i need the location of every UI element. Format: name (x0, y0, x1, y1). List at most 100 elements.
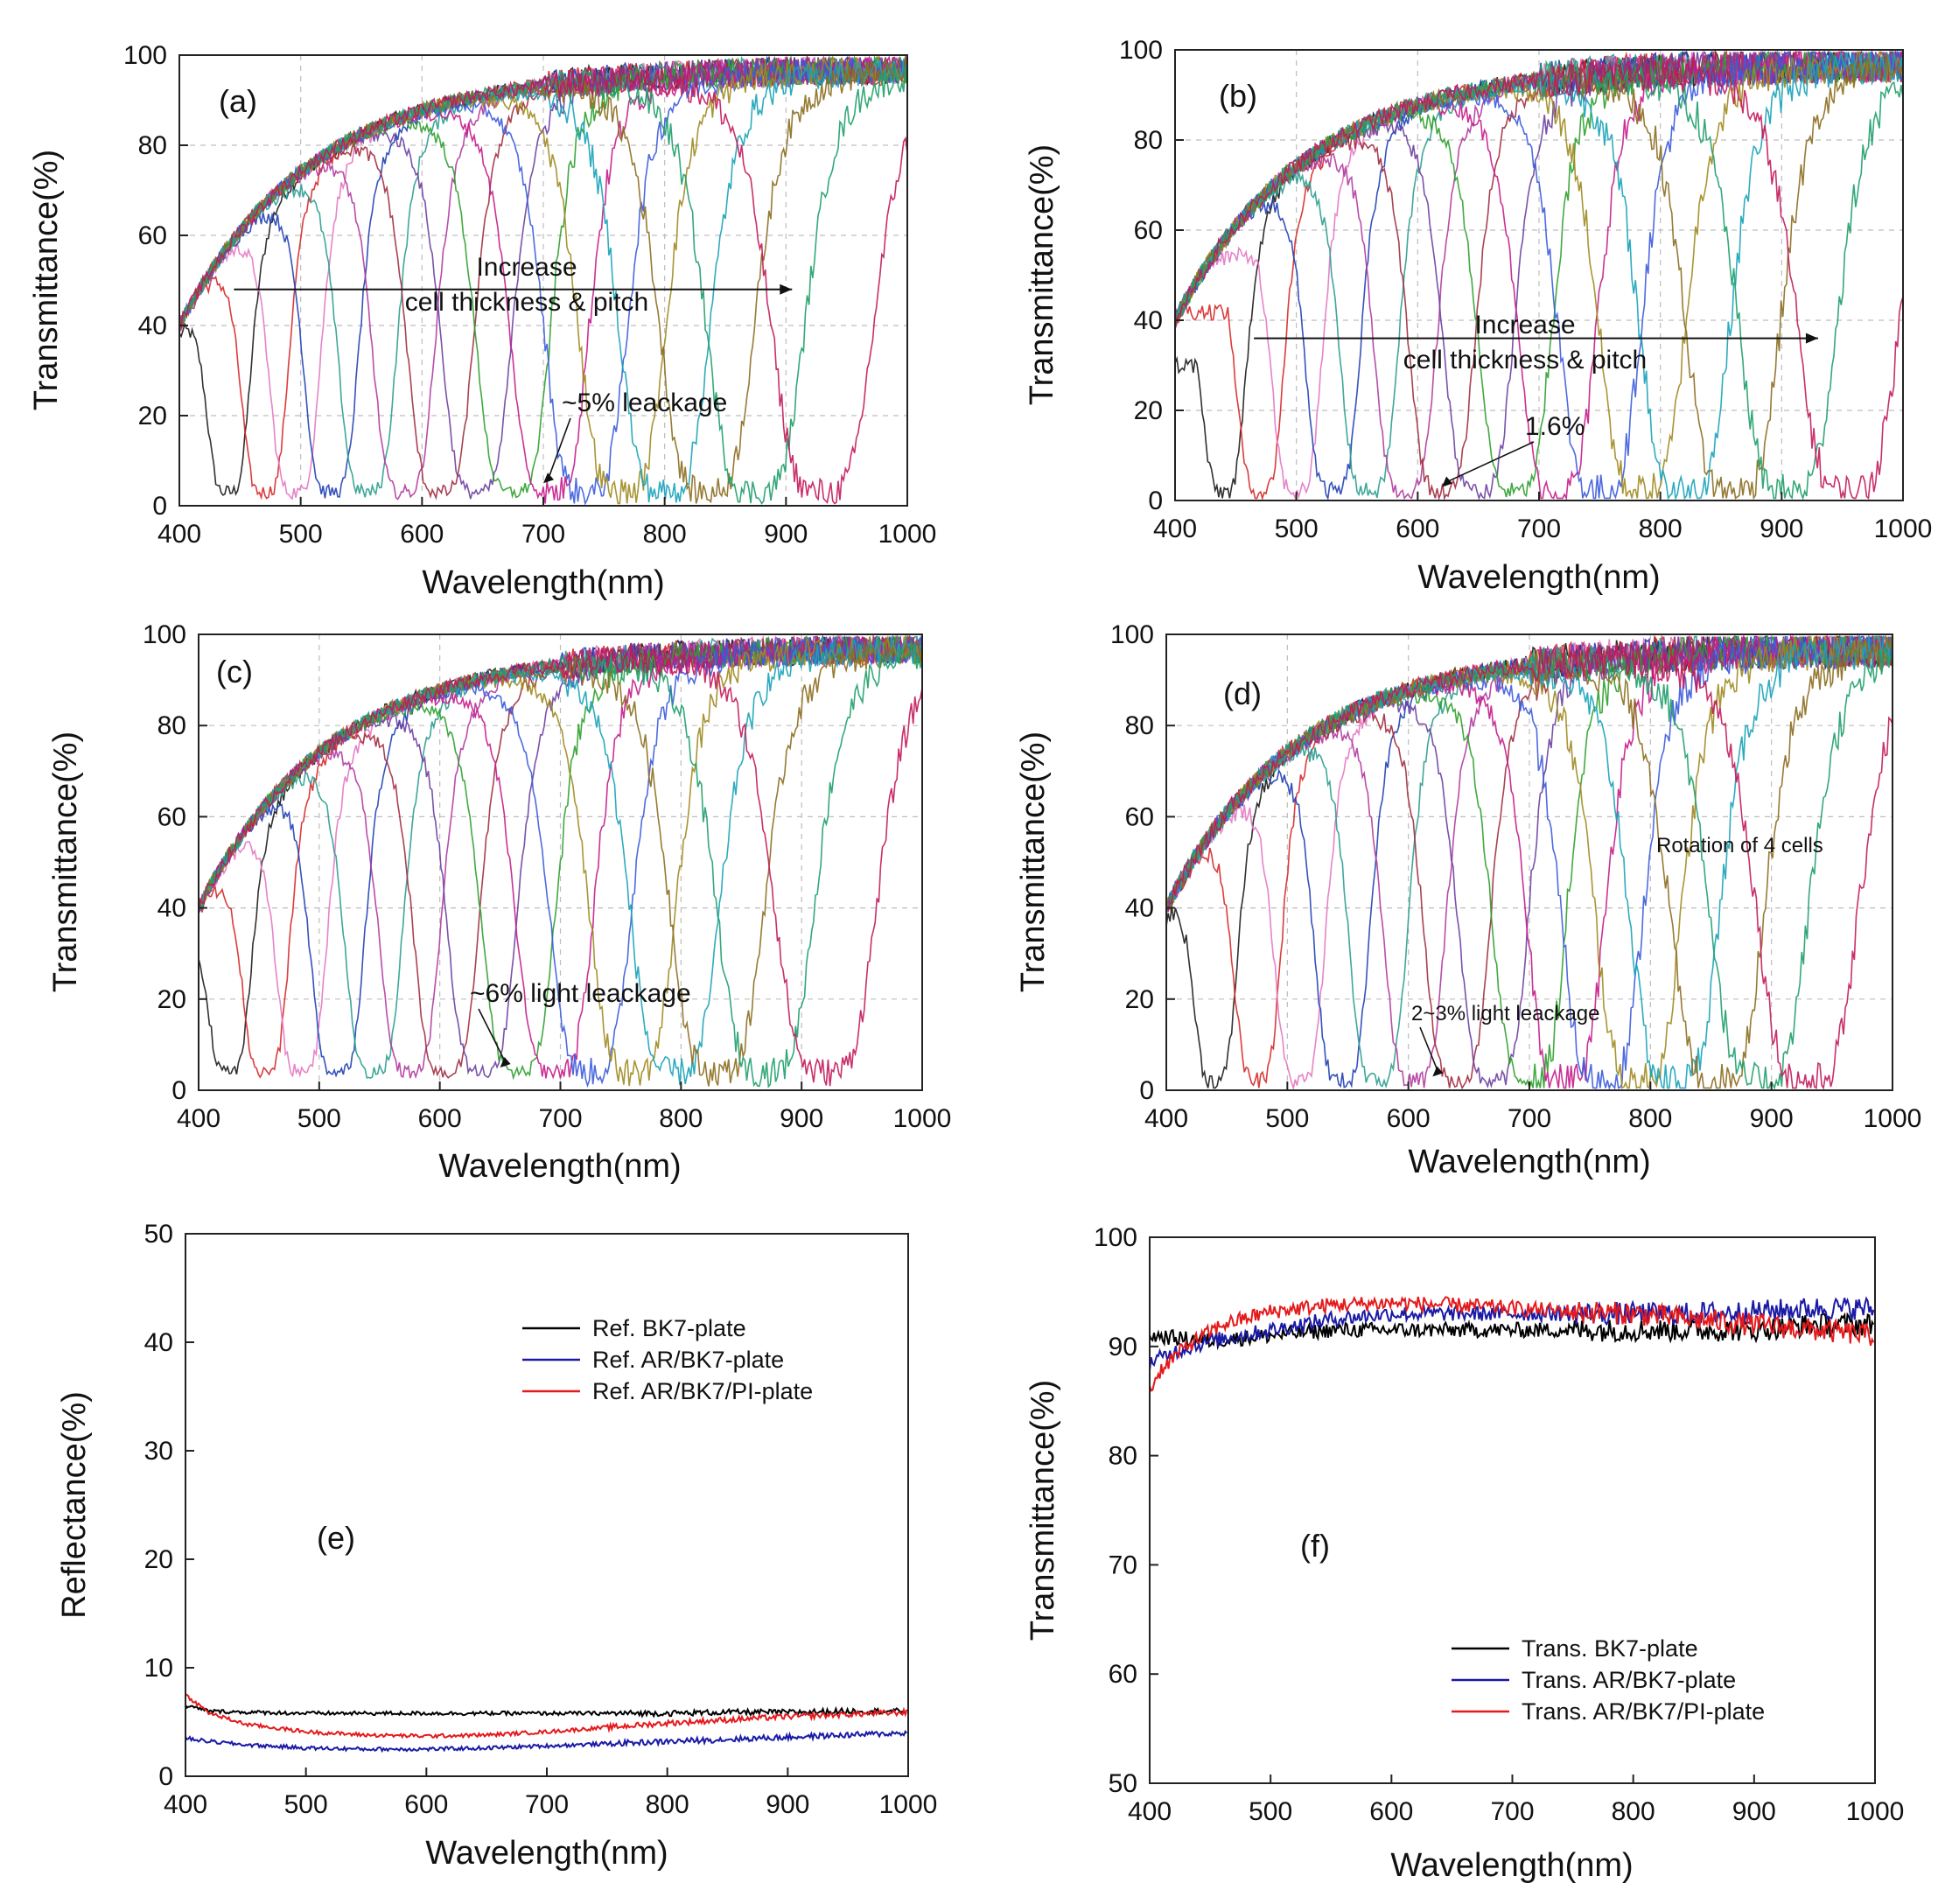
panel-e-series-2 (185, 1730, 908, 1754)
panel-a-ytick-label-20: 20 (138, 402, 167, 430)
panel-d-xtick-label-600: 600 (1387, 1104, 1431, 1133)
panel-f-x-axis-label: Wavelength(nm) (1390, 1847, 1633, 1884)
panel-e-ytick-label-30: 30 (144, 1437, 173, 1466)
panel-b-leakage-pointer-head (1442, 476, 1453, 487)
panel-e-series-1 (185, 1704, 907, 1718)
panel-a-series (178, 54, 908, 506)
panel-d-series-16 (1165, 642, 1893, 1090)
panel-f-ytick-label-50: 50 (1109, 1769, 1137, 1798)
panel-c-ytick-label-80: 80 (157, 711, 186, 740)
panel-f-legend-label-2: Trans. AR/BK7-plate (1522, 1667, 1736, 1693)
panel-b-ytick-label-20: 20 (1134, 396, 1163, 425)
panel-e-series-3 (185, 1693, 908, 1740)
panel-d-xtick-label-900: 900 (1750, 1104, 1794, 1133)
panel-c-x-axis-label: Wavelength(nm) (438, 1148, 681, 1185)
panel-c-xtick-label-600: 600 (418, 1104, 462, 1133)
panel-f-xtick-label-1000: 1000 (1846, 1797, 1905, 1826)
panel-d-xtick-label-800: 800 (1628, 1104, 1672, 1133)
panel-e-legend-label-3: Ref. AR/BK7/PI-plate (592, 1378, 813, 1404)
panel-a-xtick-label-900: 900 (764, 520, 808, 549)
panel-d-annotations: Rotation of 4 cells 2~3% light leackage (1411, 834, 1823, 1077)
panel-d-label: (d) (1223, 676, 1262, 711)
panel-d-series-11 (1165, 635, 1893, 1091)
panel-a-ytick-label-60: 60 (138, 221, 167, 250)
panel-f-xtick-label-700: 700 (1490, 1797, 1534, 1826)
panel-a-leakage-pointer (548, 417, 571, 479)
panel-e-xtick-label-700: 700 (525, 1790, 569, 1819)
panel-f-ytick-label-70: 70 (1109, 1550, 1137, 1579)
panel-c-series-16 (198, 646, 923, 1087)
panel-b-ytick-label-40: 40 (1134, 306, 1163, 335)
panel-b-xtick-label-600: 600 (1396, 514, 1439, 543)
panel-a-arrow-text-line2: cell thickness & pitch (405, 288, 648, 317)
panel-b-series-16 (1174, 57, 1904, 500)
panel-a-ytick-label-100: 100 (123, 41, 167, 70)
panel-b-ytick-label-60: 60 (1134, 216, 1163, 245)
panel-f-ytick-label-100: 100 (1094, 1223, 1137, 1252)
panel-d-leakage-pointer (1419, 1026, 1439, 1072)
panel-b-leakage-pointer (1446, 441, 1535, 483)
panel-e-xtick-label-600: 600 (404, 1790, 448, 1819)
panel-e-ytick-label-0: 0 (158, 1762, 173, 1791)
panel-a-ytick-label-40: 40 (138, 312, 167, 340)
panel-e-ytick-label-10: 10 (144, 1654, 173, 1683)
panel-a-label: (a) (219, 83, 257, 119)
panel-c-xtick-label-900: 900 (780, 1104, 823, 1133)
panel-c-ytick-label-100: 100 (143, 620, 186, 649)
panel-e-legend-label-2: Ref. AR/BK7-plate (592, 1347, 784, 1373)
panel-e-xtick-label-900: 900 (766, 1790, 809, 1819)
panel-b-series-14 (1174, 53, 1904, 500)
panel-c-y-axis-label: Transmittance(%) (47, 732, 84, 992)
panel-d-rotation-text: Rotation of 4 cells (1656, 834, 1823, 858)
panel-f-series (1149, 1295, 1875, 1392)
panel-e-xtick-label-800: 800 (646, 1790, 689, 1819)
panel-c-series (198, 634, 923, 1088)
panel-d-y-axis-label: Transmittance(%) (1015, 732, 1052, 992)
panel-b-grid (1175, 50, 1903, 500)
panel-e-legend: Ref. BK7-plate Ref. AR/BK7-plate Ref. AR/B… (522, 1315, 813, 1404)
panel-b-y-axis-label: Transmittance(%) (1024, 144, 1060, 405)
panel-a-chart: 400 500 600 700 800 900 1000 0 20 40 60 80 100 (a) W… (28, 41, 936, 601)
panel-f-ticks: 400 500 600 700 800 900 1000 50 60 70 80 90 100 (1094, 1223, 1904, 1826)
panel-b-label: (b) (1219, 78, 1257, 114)
panel-c-leakage-pointer (478, 1008, 507, 1063)
panel-e-xtick-label-400: 400 (164, 1790, 207, 1819)
panel-a-y-axis-label: Transmittance(%) (28, 150, 65, 410)
panel-a-leakage-pointer-head (543, 472, 554, 484)
panel-a-arrow-text-line1: Increase (476, 253, 577, 282)
panel-a-leakage-text: ~5% leackage (562, 388, 727, 417)
panel-f-series-3 (1149, 1295, 1875, 1392)
panel-d-ytick-label-20: 20 (1125, 985, 1154, 1014)
panel-a-xtick-label-1000: 1000 (878, 520, 937, 549)
panel-d-grid (1166, 634, 1893, 1090)
panel-c-leakage-pointer-head (500, 1056, 511, 1068)
panel-f-ytick-label-60: 60 (1109, 1660, 1137, 1689)
panel-a-ytick-label-80: 80 (138, 131, 167, 160)
panel-f-ytick-label-90: 90 (1109, 1333, 1137, 1362)
panel-d-xtick-label-500: 500 (1265, 1104, 1309, 1133)
panel-d-ytick-label-80: 80 (1125, 711, 1154, 740)
panel-e-xtick-label-500: 500 (284, 1790, 328, 1819)
panel-a-xtick-label-800: 800 (643, 520, 687, 549)
panel-e-x-axis-label: Wavelength(nm) (425, 1835, 668, 1872)
panel-e-series (185, 1693, 908, 1754)
panel-c-leakage-text: ~6% light leackage (470, 979, 691, 1008)
panel-e-label: (e) (317, 1520, 355, 1556)
panel-d-x-axis-label: Wavelength(nm) (1408, 1144, 1650, 1180)
panel-e-frame (185, 1233, 909, 1777)
panel-a-xtick-label-500: 500 (279, 520, 323, 549)
panel-a-x-axis-label: Wavelength(nm) (422, 564, 664, 601)
panel-d-xtick-label-700: 700 (1508, 1104, 1551, 1133)
panel-e-chart: 400 500 600 700 800 900 1000 0 10 20 30 40 50 (e) Wa… (56, 1220, 937, 1872)
panel-d-xtick-label-400: 400 (1144, 1104, 1188, 1133)
panel-a-arrow-head (780, 284, 793, 295)
panel-b-arrow-text-line1: Increase (1474, 311, 1575, 340)
panel-a-series-14 (178, 56, 908, 504)
panel-e-ytick-label-50: 50 (144, 1220, 173, 1249)
panel-c-xtick-label-400: 400 (177, 1104, 220, 1133)
panel-e-legend-label-1: Ref. BK7-plate (592, 1315, 746, 1341)
panel-a-xtick-label-700: 700 (521, 520, 565, 549)
panel-f-xtick-label-900: 900 (1732, 1797, 1776, 1826)
